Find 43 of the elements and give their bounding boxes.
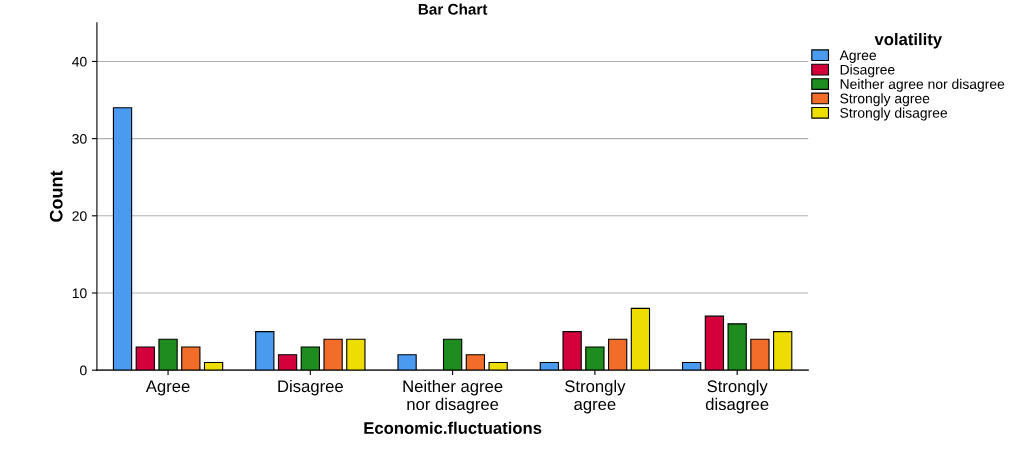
bar <box>442 338 463 371</box>
y-tick-label: 30 <box>72 133 87 144</box>
bar <box>255 331 275 371</box>
y-tick-label: 40 <box>72 56 87 67</box>
y-tick-label: 10 <box>72 288 87 299</box>
bar <box>539 361 560 371</box>
bar <box>630 307 651 371</box>
bar <box>397 354 417 371</box>
bar <box>158 338 178 371</box>
bar <box>203 361 224 371</box>
x-tick-label: Strongly agree <box>565 379 626 414</box>
bar <box>773 331 793 371</box>
bar <box>465 354 486 371</box>
bar <box>112 107 133 371</box>
x-tick-label: Strongly disagree <box>705 379 769 414</box>
legend-label: Strongly disagree <box>840 107 948 121</box>
bar <box>277 354 298 371</box>
x-tick-label: Agree <box>145 380 190 396</box>
bar <box>135 346 155 371</box>
x-tick-label: Neither agree nor disagree <box>403 379 503 414</box>
y-tick-label: 20 <box>72 211 87 221</box>
x-tick-label: Disagree <box>278 379 343 396</box>
bar <box>750 338 770 371</box>
bar <box>727 323 747 371</box>
legend-title: volatility <box>874 32 943 49</box>
legend-label: Neither agree nor disagree <box>840 78 1005 92</box>
bar <box>704 315 725 371</box>
bar <box>300 346 320 371</box>
y-axis-title: Count <box>49 170 63 222</box>
bar <box>323 338 343 371</box>
bar <box>607 338 628 371</box>
x-axis-title: Economic.fluctuations <box>364 421 542 434</box>
bar <box>346 338 366 371</box>
y-tick-label: 0 <box>80 365 87 376</box>
bar <box>181 346 201 371</box>
chart-title: Bar Chart <box>418 3 488 15</box>
bar <box>681 361 702 371</box>
legend-label: Strongly agree <box>840 93 930 107</box>
bar <box>585 346 605 371</box>
bar <box>562 331 582 371</box>
legend-label: Disagree <box>840 64 895 78</box>
legend-label: Agree <box>839 50 877 63</box>
bar <box>488 361 508 371</box>
